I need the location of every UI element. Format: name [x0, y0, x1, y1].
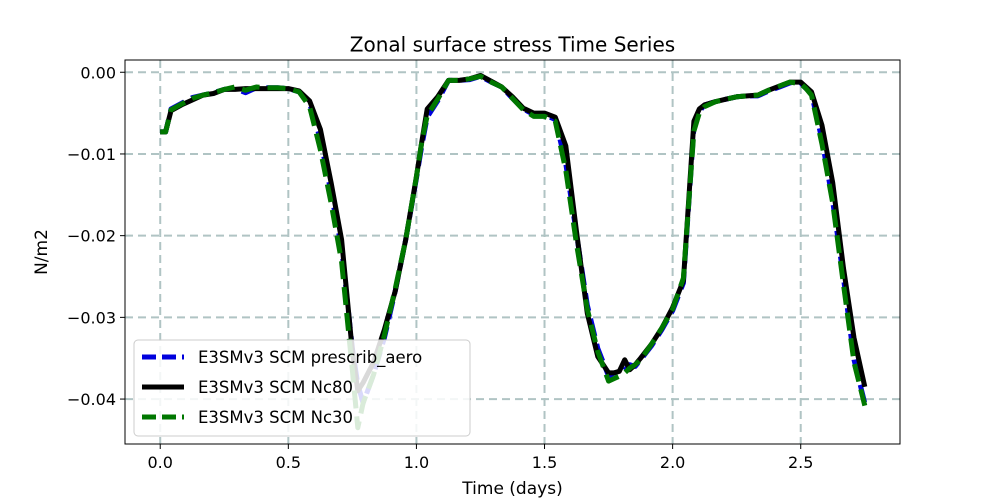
- x-tick-label: 2.5: [788, 453, 813, 472]
- y-tick-label: −0.01: [67, 145, 116, 164]
- series-line-3: [160, 73, 868, 431]
- chart-title: Zonal surface stress Time Series: [350, 33, 675, 57]
- legend-label-2: E3SMv3 SCM Nc80: [198, 378, 353, 397]
- x-tick-label: 2.0: [660, 453, 685, 472]
- y-axis-label: N/m2: [32, 229, 52, 275]
- legend: E3SMv3 SCM prescrib_aero E3SMv3 SCM Nc80 E…: [133, 339, 471, 437]
- legend-frame: [133, 339, 471, 437]
- x-tick-label: 1.5: [532, 453, 557, 472]
- x-axis: 0.0 0.5 1.0 1.5 2.0 2.5: [148, 444, 813, 472]
- y-tick-label: −0.02: [67, 227, 116, 246]
- y-tick-label: −0.03: [67, 308, 116, 327]
- y-axis: 0.00 −0.01 −0.02 −0.03 −0.04: [67, 63, 125, 409]
- legend-label-1: E3SMv3 SCM prescrib_aero: [198, 348, 422, 368]
- x-axis-label: Time (days): [461, 479, 562, 499]
- x-tick-label: 1.0: [404, 453, 429, 472]
- x-tick-label: 0.0: [148, 453, 173, 472]
- x-tick-label: 0.5: [276, 453, 301, 472]
- plot-frame: [124, 59, 901, 445]
- series-group: [160, 73, 868, 431]
- legend-label-3: E3SMv3 SCM Nc30: [198, 408, 353, 427]
- y-tick-label: 0.00: [80, 63, 116, 82]
- y-tick-label: −0.04: [67, 390, 116, 409]
